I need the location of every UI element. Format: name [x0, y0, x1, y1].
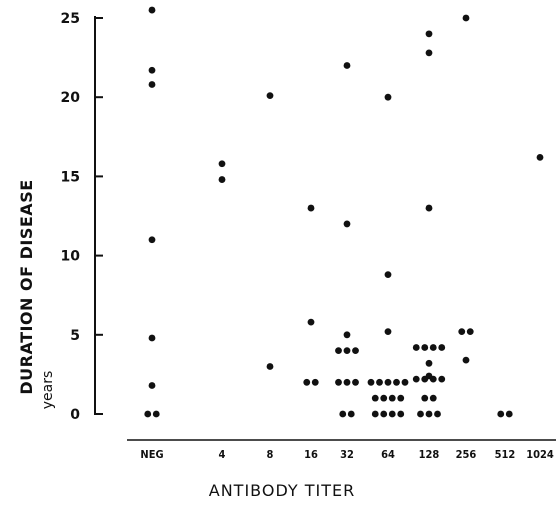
data-point	[144, 410, 152, 418]
axes: 0 5 10 15 20 25 NEG 4 8 16 32 64 128 256 512 1024	[61, 11, 556, 461]
data-point	[347, 410, 355, 418]
y-tick-label: 5	[70, 328, 80, 344]
data-point	[148, 66, 156, 74]
data-point	[352, 347, 359, 355]
data-point	[384, 271, 392, 279]
data-point	[417, 410, 424, 418]
data-point	[425, 49, 433, 57]
data-point	[148, 236, 156, 244]
y-axis-unit: years	[40, 371, 56, 410]
x-tick-label: 16	[304, 448, 318, 461]
y-tick-label: 20	[61, 90, 81, 106]
data-point	[352, 378, 359, 386]
data-point	[425, 359, 433, 367]
data-point	[421, 344, 429, 351]
data-point	[505, 410, 513, 418]
data-point	[466, 328, 474, 336]
data-point	[421, 375, 429, 383]
x-tick-label: 512	[495, 448, 516, 461]
data-point	[536, 153, 544, 161]
data-point	[429, 394, 437, 402]
data-point	[148, 6, 156, 14]
data-point	[376, 378, 383, 386]
data-point	[266, 92, 274, 100]
x-axis-title: ANTIBODY TITER	[209, 481, 356, 500]
data-point	[307, 318, 315, 326]
data-point	[148, 334, 156, 342]
data-point	[343, 378, 351, 386]
data-point	[339, 410, 347, 418]
y-tick-label: 25	[61, 11, 80, 27]
data-point	[458, 328, 466, 336]
data-point	[438, 344, 446, 351]
data-points	[144, 6, 544, 418]
x-tick-label: 8	[267, 448, 274, 461]
data-point	[438, 375, 446, 383]
y-axis-title: DURATION OF DISEASE	[17, 179, 36, 394]
data-point	[303, 378, 311, 386]
data-point	[462, 14, 470, 22]
data-point	[421, 394, 429, 402]
data-point	[148, 382, 156, 389]
x-tick-label: 1024	[526, 448, 554, 461]
data-point	[307, 204, 315, 212]
data-point	[425, 204, 433, 212]
data-point	[397, 394, 405, 402]
data-point	[218, 176, 226, 183]
x-tick-label: 64	[381, 448, 395, 461]
data-point	[218, 160, 226, 168]
data-point	[412, 375, 420, 383]
y-tick-label: 15	[61, 169, 80, 185]
x-tick-label: 128	[419, 448, 440, 461]
data-point	[371, 410, 379, 418]
x-tick-label: 256	[456, 448, 477, 461]
data-point	[384, 378, 392, 386]
data-point	[266, 363, 274, 370]
x-tick-label: NEG	[140, 448, 163, 461]
data-point	[152, 410, 160, 418]
data-point	[380, 410, 388, 418]
data-point	[388, 394, 396, 402]
data-point	[497, 410, 505, 418]
data-point	[311, 378, 319, 386]
data-point	[429, 375, 437, 383]
x-tick-label: 32	[340, 448, 354, 461]
data-point	[148, 81, 156, 88]
data-point	[397, 410, 405, 418]
y-tick-label: 10	[61, 249, 81, 265]
data-point	[380, 394, 388, 402]
data-point	[343, 220, 351, 228]
x-tick-label: 4	[219, 448, 226, 461]
data-point	[343, 62, 351, 69]
data-point	[371, 394, 379, 402]
y-tick-label: 0	[70, 407, 80, 423]
axis-labels: DURATION OF DISEASE years ANTIBODY TITER	[17, 179, 356, 500]
data-point	[393, 378, 400, 386]
data-point	[425, 410, 433, 418]
data-point	[335, 378, 342, 386]
data-point	[343, 331, 351, 339]
data-point	[462, 356, 470, 364]
data-point	[388, 410, 396, 418]
data-point	[367, 378, 375, 386]
data-point	[343, 347, 351, 355]
data-point	[384, 93, 392, 101]
data-point	[425, 30, 433, 38]
data-point	[401, 378, 409, 386]
data-point	[434, 410, 441, 418]
data-point	[384, 328, 392, 336]
data-point	[412, 344, 420, 351]
data-point	[429, 344, 437, 351]
data-point	[335, 347, 342, 355]
